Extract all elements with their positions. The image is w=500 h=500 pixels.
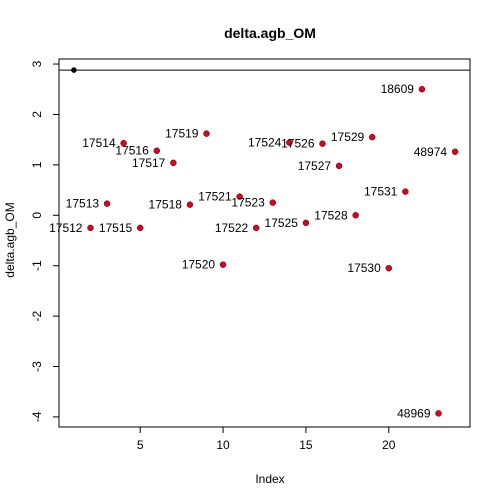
data-point (402, 188, 409, 195)
point-label: 17529 (331, 130, 365, 144)
data-point (319, 140, 326, 147)
point-label: 17530 (347, 261, 381, 275)
data-point (236, 193, 243, 200)
y-tick-label: 1 (30, 161, 44, 168)
y-tick-label: 2 (30, 111, 44, 118)
point-label: 17518 (149, 198, 183, 212)
point-label: 17526 (281, 137, 315, 151)
data-point (451, 148, 459, 155)
data-point (269, 199, 276, 206)
point-label: 17524 (248, 136, 282, 150)
point-label: 17516 (115, 144, 149, 158)
data-point (435, 410, 442, 417)
data-point (385, 265, 392, 272)
point-label: 17515 (99, 221, 133, 235)
plot-frame (58, 58, 471, 428)
y-tick-label: -1 (30, 260, 44, 271)
data-point (219, 261, 227, 268)
y-tick-label: -4 (30, 411, 44, 422)
point-label: 18609 (381, 82, 415, 96)
data-point (87, 224, 94, 232)
x-tick-label: 15 (299, 438, 313, 452)
data-point (286, 139, 293, 146)
data-point (369, 133, 376, 141)
data-point (103, 200, 111, 207)
x-axis: 5 10 15 20 (137, 426, 396, 452)
data-point (352, 212, 359, 219)
point-label: 48974 (414, 145, 448, 159)
point-label: 17521 (198, 190, 232, 204)
y-tick-label: 3 (30, 60, 44, 67)
point-label: 17528 (314, 208, 348, 222)
point-label: 17513 (66, 197, 100, 211)
y-tick-label: -3 (30, 361, 44, 372)
x-tick-label: 10 (216, 438, 230, 452)
point-label: 17531 (364, 185, 398, 199)
data-point (137, 224, 144, 232)
x-axis-label: Index (255, 472, 284, 486)
data-point (186, 201, 194, 208)
point-label: 17527 (298, 159, 332, 173)
y-tick-label: 0 (30, 212, 44, 219)
highlight-point (71, 67, 77, 73)
x-tick-label: 20 (382, 438, 396, 452)
point-label: 17522 (215, 221, 249, 235)
data-point (170, 159, 177, 167)
data-point (418, 86, 426, 93)
data-point (203, 130, 210, 137)
point-label: 17512 (49, 221, 83, 235)
point-label: 17525 (265, 216, 299, 230)
point-label: 17519 (165, 127, 199, 141)
point-label: 17514 (82, 136, 116, 150)
point-label: 48969 (397, 406, 431, 420)
data-point (153, 147, 160, 154)
x-tick-label: 5 (137, 438, 144, 452)
y-axis-label: delta.agb_OM (3, 202, 17, 277)
point-label: 17523 (231, 196, 265, 210)
point-label: 17520 (182, 258, 216, 272)
data-point (335, 162, 343, 170)
chart-title: delta.agb_OM (224, 25, 316, 41)
data-point (120, 139, 127, 147)
data-point (302, 219, 310, 227)
point-label: 17517 (132, 156, 166, 170)
y-axis: -4 -3 -2 -1 0 1 2 3 (30, 60, 60, 422)
data-point (253, 224, 260, 232)
y-tick-label: -2 (30, 310, 44, 321)
